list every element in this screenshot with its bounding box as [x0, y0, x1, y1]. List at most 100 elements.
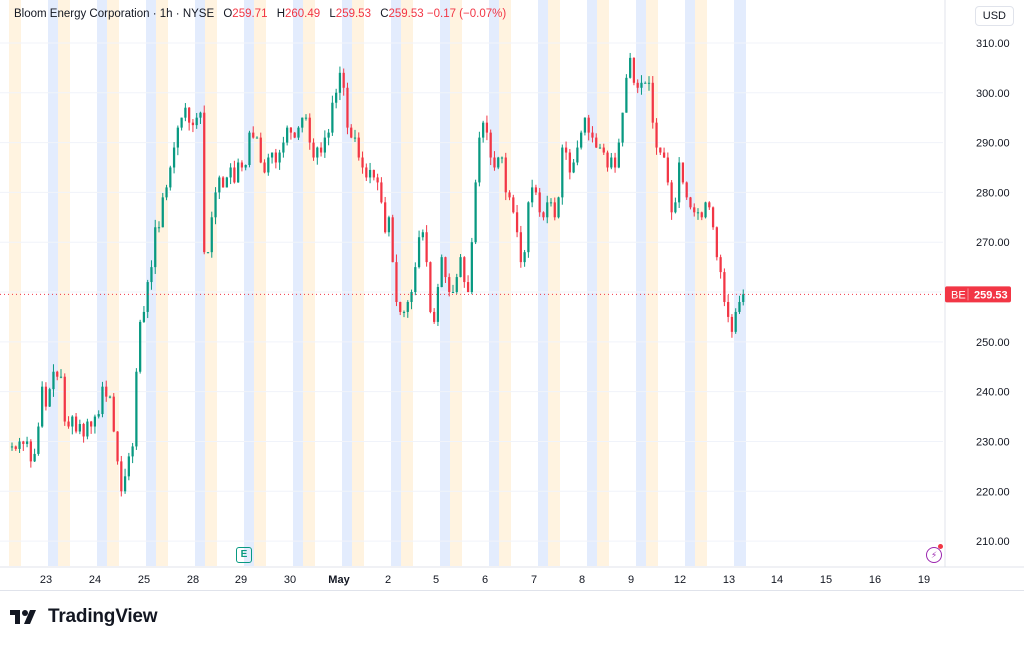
x-tick-label: 28 [187, 574, 199, 586]
candle-body [78, 424, 81, 432]
low-label: L [329, 8, 336, 20]
candle-body [56, 371, 59, 377]
candle-body [41, 386, 44, 427]
candle-body [131, 446, 134, 457]
candle-body [515, 212, 519, 233]
notification-dot [938, 544, 943, 549]
candle-body [316, 147, 319, 158]
x-tick-label: 24 [89, 574, 101, 586]
candle-body [63, 376, 66, 422]
candle-body [451, 292, 455, 294]
symbol-name[interactable]: Bloom Energy Corporation [14, 8, 150, 20]
candle-body [689, 197, 692, 208]
postmarket-band [636, 0, 648, 566]
candle-body [546, 202, 549, 218]
candle-body [466, 282, 470, 293]
candle-body [557, 197, 560, 218]
lightning-icon[interactable]: ⚡ [926, 547, 942, 563]
premarket-band [499, 0, 511, 566]
legend-separator: · [152, 8, 157, 20]
candle-body [527, 202, 530, 253]
candle-body [538, 192, 541, 213]
candle-body [210, 217, 213, 253]
candle-body [184, 107, 187, 118]
candle-body [489, 132, 492, 158]
candle-body [10, 446, 14, 448]
interval-label[interactable]: 1h [159, 8, 173, 20]
candle-body [312, 142, 315, 158]
session-bands [9, 0, 746, 566]
candle-body [353, 137, 357, 139]
candle-body [270, 152, 274, 158]
premarket-band [9, 0, 21, 566]
currency-button[interactable]: USD [974, 6, 1014, 26]
x-tick-label: 25 [138, 574, 150, 586]
candle-body [169, 167, 172, 188]
postmarket-band [97, 0, 109, 566]
candles [10, 52, 745, 497]
candle-body [331, 102, 334, 133]
candle-body [112, 396, 115, 432]
candle-body [301, 117, 304, 128]
candle-body [414, 267, 417, 293]
premarket-band [352, 0, 364, 566]
candle-body [229, 167, 232, 178]
candle-body [199, 112, 202, 118]
postmarket-band [146, 0, 158, 566]
price-line-overlay: BE 259.53 [0, 286, 1011, 303]
premarket-band [254, 0, 266, 566]
candle-body [259, 137, 262, 163]
candle-body [512, 197, 515, 213]
candle-body [180, 117, 183, 128]
candle-body [342, 72, 345, 88]
high-label: H [276, 8, 285, 20]
candle-body [221, 177, 225, 188]
postmarket-band [685, 0, 697, 566]
y-tick-label: 310.00 [976, 38, 1010, 50]
candle-body [44, 386, 48, 407]
candle-body [402, 311, 406, 313]
candle-body [700, 212, 703, 218]
candle-body [455, 277, 458, 293]
x-tick-label: 13 [723, 574, 735, 586]
candle-body [444, 257, 447, 278]
candle-body [715, 227, 718, 258]
tradingview-brand[interactable]: TradingView [48, 606, 158, 627]
candle-body [629, 57, 632, 78]
candle-body [598, 147, 602, 149]
x-tick-label: 14 [771, 574, 783, 586]
candle-body [542, 212, 545, 218]
candle-body [670, 182, 673, 213]
candle-body [240, 162, 244, 168]
candle-body [225, 177, 228, 188]
premarket-band [58, 0, 70, 566]
candle-body [659, 147, 662, 153]
exchange-label: NYSE [182, 8, 215, 20]
candle-body [421, 232, 424, 238]
candle-body [485, 122, 489, 133]
candle-body [274, 152, 277, 163]
candle-body [297, 127, 300, 138]
candle-body [742, 294, 745, 302]
y-tick-label: 230.00 [976, 436, 1010, 448]
candle-body [108, 396, 112, 398]
footer: TradingView [10, 606, 158, 628]
candle-body [681, 162, 685, 183]
candle-body [625, 77, 628, 113]
candle-body [425, 232, 428, 263]
earnings-marker[interactable]: E [236, 547, 252, 563]
low-value: 259.53 [335, 8, 371, 20]
candle-body [293, 132, 296, 138]
candle-body [165, 187, 168, 198]
candle-body [448, 277, 451, 293]
y-tick-label: 210.00 [976, 536, 1010, 548]
candle-body [576, 147, 579, 163]
postmarket-band [244, 0, 256, 566]
candle-body [161, 197, 164, 228]
candle-body [146, 282, 149, 312]
candle-body [335, 92, 338, 103]
candle-body [323, 137, 326, 153]
candle-body [395, 262, 398, 302]
